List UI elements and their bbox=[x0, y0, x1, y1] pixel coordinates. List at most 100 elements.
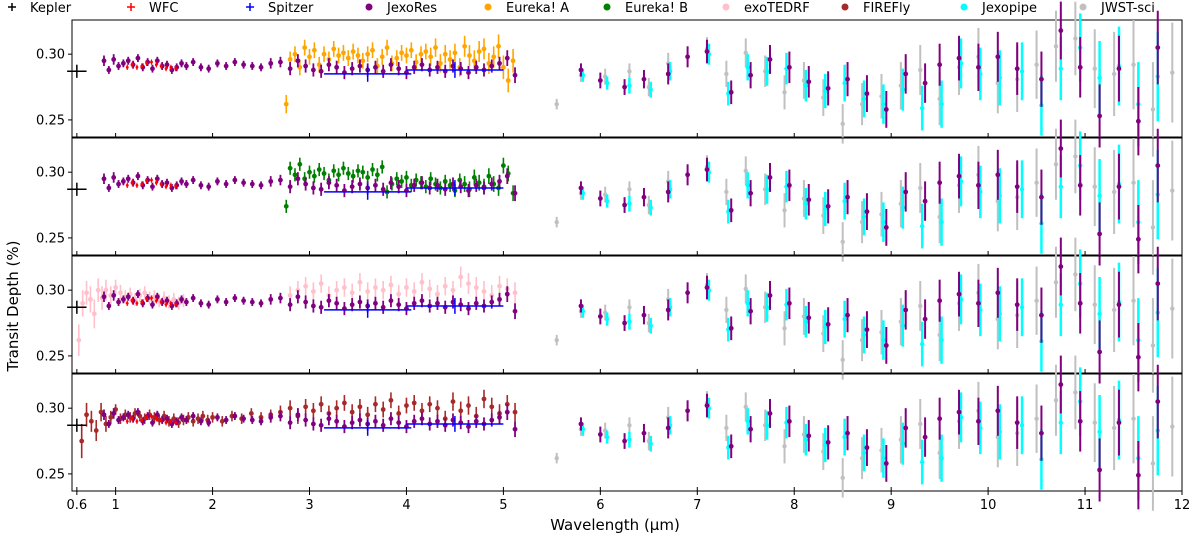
jexores-point bbox=[903, 71, 909, 77]
comparison-series-point bbox=[388, 397, 394, 403]
wfc-point bbox=[150, 414, 153, 418]
jwst-sci-point bbox=[1170, 306, 1175, 311]
jexores-point bbox=[1058, 146, 1064, 151]
comparison-series-point bbox=[108, 414, 114, 420]
jexores-point bbox=[956, 55, 962, 61]
jexores-point bbox=[937, 180, 943, 186]
jexores-point bbox=[116, 181, 121, 187]
comparison-series-point bbox=[79, 438, 85, 444]
jexopipe-point bbox=[1097, 75, 1102, 81]
jexores-point bbox=[326, 416, 332, 422]
jexores-point bbox=[278, 177, 283, 183]
comparison-series-point bbox=[466, 281, 471, 287]
jexores-point bbox=[1039, 430, 1044, 436]
jexores-point bbox=[258, 418, 264, 424]
comparison-series-point bbox=[497, 283, 502, 289]
jwst-sci-point bbox=[627, 187, 632, 192]
jexores-point bbox=[704, 403, 710, 408]
comparison-series-point bbox=[404, 175, 409, 180]
comparison-series-point bbox=[418, 51, 424, 57]
jexores-point bbox=[748, 426, 754, 432]
comparison-series-point bbox=[458, 408, 464, 414]
comparison-series-point bbox=[411, 400, 417, 406]
wfc-point bbox=[174, 421, 178, 425]
panel-frame bbox=[71, 19, 1183, 138]
jwst-sci-point bbox=[1131, 298, 1136, 303]
comparison-series-point bbox=[287, 57, 293, 62]
jexores-point bbox=[1097, 113, 1102, 119]
comparison-series-point bbox=[473, 285, 479, 290]
legend-marker bbox=[365, 3, 373, 11]
jwst-sci-point bbox=[1073, 390, 1078, 395]
jwst-sci-point bbox=[743, 168, 748, 174]
jwst-sci-point bbox=[1150, 461, 1156, 466]
jexores-point bbox=[1155, 45, 1161, 51]
jexores-point bbox=[956, 173, 962, 179]
jwst-sci-point bbox=[1053, 280, 1059, 285]
wfc-point bbox=[169, 301, 173, 305]
wfc-point bbox=[164, 303, 168, 307]
jexores-point bbox=[685, 172, 690, 178]
legend-label: Spitzer bbox=[268, 1, 314, 16]
wfc-point bbox=[154, 299, 158, 303]
jexores-point bbox=[326, 298, 332, 304]
jexores-point bbox=[922, 198, 928, 204]
x-axis: 0.6 1 2 3 4 5 6 7 8 9 10 11 12 bbox=[67, 491, 1190, 513]
legend-marker bbox=[1079, 3, 1087, 11]
comparison-series-point bbox=[283, 203, 289, 209]
jwst-sci-point bbox=[840, 357, 845, 363]
jexores-point bbox=[1116, 66, 1122, 72]
comparison-series-point bbox=[103, 287, 109, 293]
jexores-point bbox=[1014, 420, 1020, 426]
wfc-point bbox=[150, 296, 153, 300]
comparison-series-point bbox=[357, 279, 363, 285]
jexores-point bbox=[357, 63, 363, 69]
jexores-point bbox=[1039, 312, 1044, 318]
jexores-point bbox=[295, 412, 301, 418]
jexores-point bbox=[864, 91, 870, 97]
jexopipe-point bbox=[919, 105, 925, 111]
jexores-point bbox=[349, 302, 355, 308]
comparison-series-point bbox=[379, 164, 385, 170]
jexores-point bbox=[435, 300, 440, 306]
comparison-series-point bbox=[318, 281, 324, 287]
wfc-point bbox=[130, 63, 134, 67]
jexopipe-point bbox=[1019, 187, 1025, 192]
jexores-point bbox=[1116, 302, 1122, 308]
jexores-point bbox=[190, 413, 196, 419]
comparison-series-point bbox=[411, 289, 417, 294]
comparison-series-point bbox=[303, 404, 309, 410]
y-tick-label: 0.30 bbox=[36, 284, 65, 299]
jwst-sci bbox=[554, 355, 1175, 511]
wfc-point bbox=[169, 65, 173, 69]
jwst-sci-point bbox=[1034, 180, 1039, 185]
jexopipe-point bbox=[861, 96, 867, 102]
jexores-point bbox=[380, 422, 386, 428]
jwst-sci-point bbox=[724, 425, 729, 431]
jexores-point bbox=[249, 417, 255, 423]
jexores bbox=[578, 119, 1161, 274]
jwst-sci-point bbox=[840, 239, 845, 245]
comparison-series-point bbox=[458, 274, 464, 280]
jexores-point bbox=[373, 300, 378, 306]
jexores-point bbox=[489, 299, 495, 305]
comparison-series-point bbox=[404, 403, 409, 408]
jexores-point bbox=[665, 425, 671, 431]
jwst-sci-point bbox=[1073, 272, 1078, 277]
comparison-series-point bbox=[318, 401, 324, 407]
comparison-series-point bbox=[380, 287, 386, 293]
comparison-series-point bbox=[399, 50, 405, 56]
legend-label: JWST-sci bbox=[1100, 1, 1155, 16]
comparison-series-point bbox=[433, 45, 438, 51]
jexores-point bbox=[232, 295, 238, 301]
panel-1: 0.25 0.30 bbox=[36, 1, 1183, 157]
jexores-point bbox=[101, 58, 107, 64]
jwst-sci-point bbox=[743, 404, 748, 410]
jexores bbox=[578, 355, 1161, 510]
comparison-series-point bbox=[379, 54, 385, 60]
x-tick-label: 9 bbox=[887, 498, 895, 513]
jexores-point bbox=[380, 68, 386, 74]
jexores-point bbox=[1039, 76, 1044, 82]
jexores-point bbox=[106, 421, 112, 427]
jexores-point bbox=[125, 58, 131, 64]
